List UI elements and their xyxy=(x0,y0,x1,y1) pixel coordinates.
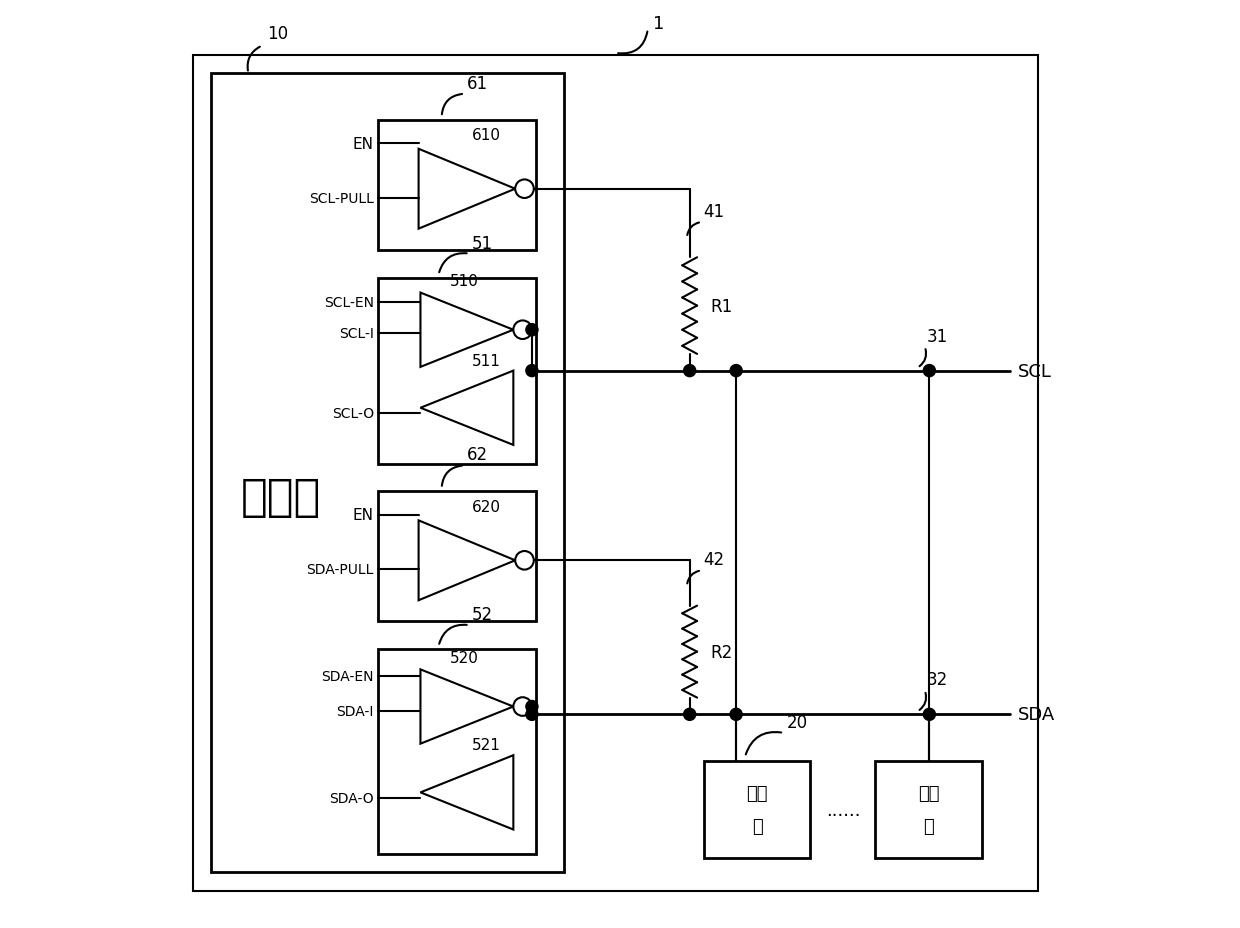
Text: SCL-PULL: SCL-PULL xyxy=(309,191,373,206)
Circle shape xyxy=(526,709,538,720)
Text: 521: 521 xyxy=(471,738,501,753)
Text: 备: 备 xyxy=(924,818,934,835)
Text: 备: 备 xyxy=(751,818,763,835)
Text: SCL: SCL xyxy=(1018,362,1052,380)
Bar xyxy=(211,74,564,872)
Text: ......: ...... xyxy=(826,801,861,818)
Text: SDA-EN: SDA-EN xyxy=(321,669,373,683)
Bar xyxy=(378,492,537,622)
Text: R2: R2 xyxy=(711,643,733,661)
Text: 从设: 从设 xyxy=(918,784,940,802)
Text: 510: 510 xyxy=(450,274,479,289)
Text: SDA-PULL: SDA-PULL xyxy=(306,562,373,577)
Text: 从设: 从设 xyxy=(746,784,768,802)
Circle shape xyxy=(924,366,935,378)
Text: R1: R1 xyxy=(711,297,733,316)
Text: 610: 610 xyxy=(471,128,501,143)
Text: 20: 20 xyxy=(786,714,808,731)
Text: SDA: SDA xyxy=(1018,705,1055,724)
Text: 42: 42 xyxy=(703,551,724,569)
Text: 51: 51 xyxy=(471,235,492,252)
Text: 520: 520 xyxy=(450,650,479,665)
Circle shape xyxy=(526,366,538,378)
Circle shape xyxy=(730,366,743,378)
Bar xyxy=(875,761,982,858)
Text: 10: 10 xyxy=(267,25,288,43)
Bar xyxy=(703,761,811,858)
Text: EN: EN xyxy=(353,136,373,151)
Text: SCL-O: SCL-O xyxy=(331,406,373,421)
Text: 32: 32 xyxy=(926,671,947,689)
Text: SCL-I: SCL-I xyxy=(339,327,373,342)
Text: 62: 62 xyxy=(466,446,487,464)
Circle shape xyxy=(924,709,935,720)
Text: 31: 31 xyxy=(926,328,947,345)
Text: 511: 511 xyxy=(471,354,501,368)
Text: 41: 41 xyxy=(703,203,724,221)
Text: EN: EN xyxy=(353,508,373,522)
Bar xyxy=(378,650,537,854)
Text: 主设备: 主设备 xyxy=(241,476,321,519)
Text: 620: 620 xyxy=(471,499,501,514)
Text: 52: 52 xyxy=(471,606,492,624)
Text: SCL-EN: SCL-EN xyxy=(324,295,373,310)
Text: 61: 61 xyxy=(466,75,487,93)
Circle shape xyxy=(526,325,538,336)
Circle shape xyxy=(730,709,743,720)
Circle shape xyxy=(683,366,696,378)
Circle shape xyxy=(526,701,538,713)
Bar xyxy=(378,121,537,251)
Text: SDA-O: SDA-O xyxy=(329,792,373,806)
Text: 1: 1 xyxy=(652,15,663,32)
Text: SDA-I: SDA-I xyxy=(336,703,373,718)
Bar xyxy=(378,278,537,464)
Circle shape xyxy=(683,709,696,720)
